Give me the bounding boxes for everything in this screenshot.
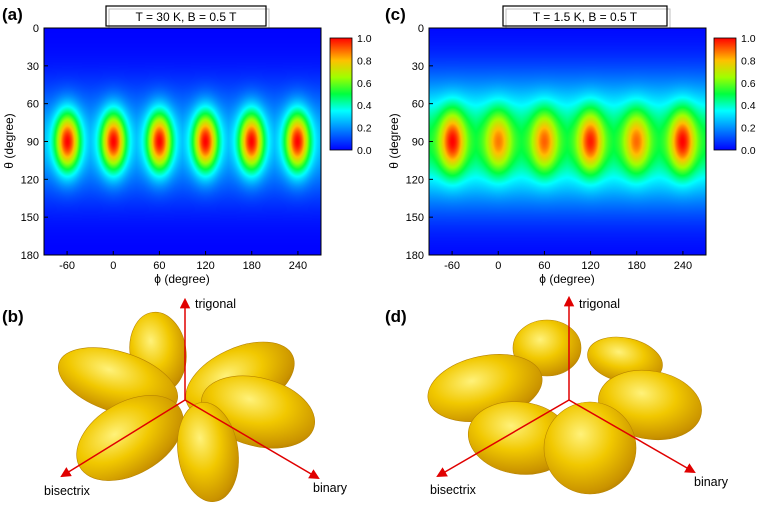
y-tick-label: 30 bbox=[27, 61, 39, 73]
x-tick-label: -60 bbox=[59, 260, 75, 272]
y-tick-label: 0 bbox=[418, 23, 424, 35]
x-tick-label: 240 bbox=[289, 260, 307, 272]
y-tick-label: 90 bbox=[27, 137, 39, 149]
colorbar-ticks-a: 0.0 0.2 0.4 0.6 0.8 1.0 bbox=[357, 33, 372, 157]
y-tick-label: 60 bbox=[27, 99, 39, 111]
bisectrix-axis-arrow bbox=[60, 399, 186, 478]
colorbar-tick-label: 0.2 bbox=[741, 123, 756, 135]
lobe-front bbox=[177, 402, 239, 502]
x-ticks-c: -60 0 60 120 180 240 bbox=[444, 251, 692, 272]
x-tick-label: 60 bbox=[153, 260, 165, 272]
colorbar-tick-label: 0.6 bbox=[741, 78, 756, 90]
binary-label-b: binary bbox=[313, 481, 348, 495]
panel-label-d: (d) bbox=[385, 307, 407, 326]
x-tick-label: 0 bbox=[495, 260, 501, 272]
trigonal-label-d: trigonal bbox=[579, 297, 620, 311]
colorbar-tick-label: 0.0 bbox=[357, 145, 372, 157]
y-ticks-c: 0 30 60 90 120 150 180 bbox=[406, 23, 433, 262]
bisectrix-label-b: bisectrix bbox=[44, 484, 91, 498]
x-tick-label: 0 bbox=[110, 260, 116, 272]
y-tick-label: 180 bbox=[21, 250, 39, 262]
bisectrix-axis-arrow-d bbox=[436, 399, 570, 478]
heatmap-panel-c: T = 1.5 K, B = 0.5 T 0 30 60 90 120 150 180 -6… bbox=[387, 5, 756, 286]
y-tick-label: 30 bbox=[412, 61, 424, 73]
heatmap-panel-a: T = 30 K, B = 0.5 T 0 30 60 90 120 150 180 -60… bbox=[2, 5, 372, 286]
colorbar-tick-label: 0.2 bbox=[357, 123, 372, 135]
heatmap-image-c bbox=[429, 28, 706, 255]
chart-title-c: T = 1.5 K, B = 0.5 T bbox=[533, 10, 638, 24]
x-tick-label: 120 bbox=[581, 260, 599, 272]
x-tick-label: 120 bbox=[196, 260, 214, 272]
y-axis-title-a: θ (degree) bbox=[2, 113, 16, 168]
colorbar-tick-label: 0.6 bbox=[357, 78, 372, 90]
x-tick-label: -60 bbox=[444, 260, 460, 272]
colorbar-tick-label: 1.0 bbox=[741, 33, 756, 45]
x-tick-label: 180 bbox=[628, 260, 646, 272]
y-tick-label: 150 bbox=[406, 212, 424, 224]
binary-axis-arrow bbox=[184, 399, 320, 480]
x-tick-label: 240 bbox=[674, 260, 692, 272]
y-tick-label: 120 bbox=[21, 174, 39, 186]
chart-title-a: T = 30 K, B = 0.5 T bbox=[136, 10, 238, 24]
y-axis-title-c: θ (degree) bbox=[387, 113, 401, 168]
panel-label-a: (a) bbox=[2, 5, 23, 24]
colorbar-tick-label: 0.8 bbox=[741, 55, 756, 67]
polar-lobes-panel-d: trigonal bisectrix binary bbox=[427, 295, 729, 497]
colorbar-tick-label: 0.4 bbox=[741, 100, 756, 112]
colorbar-ticks-c: 0.0 0.2 0.4 0.6 0.8 1.0 bbox=[741, 33, 756, 157]
colorbar-a bbox=[329, 37, 353, 151]
title-box-c bbox=[502, 5, 668, 27]
title-box-a bbox=[105, 5, 267, 27]
panel-label-c: (c) bbox=[385, 5, 406, 24]
panel-label-b: (b) bbox=[2, 307, 24, 326]
trigonal-label-b: trigonal bbox=[195, 297, 236, 311]
colorbar-tick-label: 0.4 bbox=[357, 100, 372, 112]
x-tick-label: 60 bbox=[538, 260, 550, 272]
polar-lobes-panel-b: trigonal bisectrix binary bbox=[44, 297, 348, 502]
binary-axis-arrow-d bbox=[568, 399, 696, 474]
x-tick-label: 180 bbox=[243, 260, 261, 272]
x-ticks-a: -60 0 60 120 180 240 bbox=[59, 251, 307, 272]
y-tick-label: 120 bbox=[406, 174, 424, 186]
y-tick-label: 150 bbox=[21, 212, 39, 224]
colorbar-tick-label: 0.8 bbox=[357, 55, 372, 67]
x-axis-title-a: ϕ (degree) bbox=[154, 272, 209, 286]
bisectrix-label-d: bisectrix bbox=[430, 483, 477, 497]
y-tick-label: 180 bbox=[406, 250, 424, 262]
y-tick-label: 90 bbox=[412, 137, 424, 149]
y-ticks-a: 0 30 60 90 120 150 180 bbox=[21, 23, 48, 262]
binary-label-d: binary bbox=[694, 475, 729, 489]
x-axis-title-c: ϕ (degree) bbox=[539, 272, 594, 286]
lobe-front-d bbox=[543, 401, 637, 495]
colorbar-tick-label: 1.0 bbox=[357, 33, 372, 45]
heatmap-image-a bbox=[44, 28, 321, 255]
colorbar-tick-label: 0.0 bbox=[741, 145, 756, 157]
y-tick-label: 60 bbox=[412, 99, 424, 111]
y-tick-label: 0 bbox=[33, 23, 39, 35]
colorbar-c bbox=[713, 37, 737, 151]
